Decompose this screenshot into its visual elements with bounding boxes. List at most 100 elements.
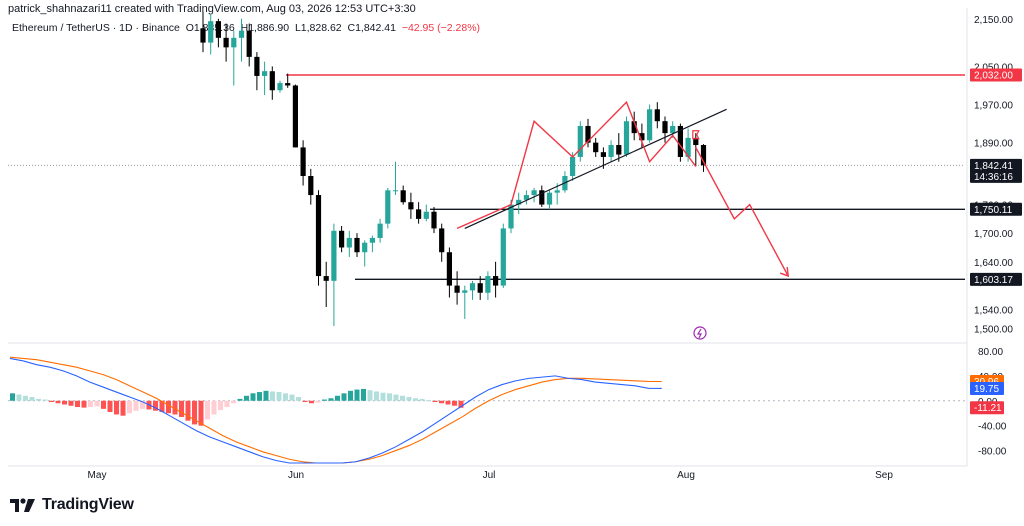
macd-histogram-bar xyxy=(276,392,282,401)
price-tick-label: 2,050.00 xyxy=(974,62,1013,73)
candle-body xyxy=(585,125,591,143)
axes: 2,150.00 2,050.00 1,970.00 1,890.00 1,760.00… xyxy=(8,8,1022,481)
macd-histogram-bar xyxy=(341,393,347,401)
macd-histogram-bar xyxy=(237,398,243,401)
macd-histogram-bar xyxy=(88,400,93,407)
candle-body xyxy=(431,211,437,229)
candle-body xyxy=(323,276,329,281)
macd-histogram-bar xyxy=(302,400,308,403)
candle-body xyxy=(254,56,260,76)
candle-body xyxy=(562,176,568,191)
candle-body xyxy=(493,276,499,286)
candle-body xyxy=(516,199,522,205)
price-label-text: 2,032.00 xyxy=(974,70,1013,81)
flag-icon xyxy=(692,130,700,140)
macd-histogram-bar xyxy=(68,400,74,406)
candle-body xyxy=(408,202,414,210)
candle-body xyxy=(600,152,606,157)
macd-label-text: -11.21 xyxy=(974,403,1002,414)
candle-body xyxy=(339,230,345,248)
macd-histogram-bar xyxy=(250,393,256,401)
macd-histogram-bar xyxy=(244,395,249,401)
macd-histogram-bar xyxy=(283,393,288,401)
legend-change: −42.95 (−2.28%) xyxy=(401,22,481,34)
macd-label-text: 30.96 xyxy=(974,377,999,388)
macd-histogram-bar xyxy=(120,400,126,416)
candle-body xyxy=(477,283,483,293)
price-label-box xyxy=(970,202,1022,216)
macd-histogram-bar xyxy=(445,400,451,405)
candle-body xyxy=(677,125,683,157)
macd-histogram-bar xyxy=(413,398,418,401)
macd-histogram-bar xyxy=(348,390,353,401)
macd-histogram-bar xyxy=(224,400,230,407)
macd-histogram-bar xyxy=(231,400,236,404)
macd-histogram-bar xyxy=(49,400,54,403)
candle-body xyxy=(308,176,314,196)
time-tick-label: Aug xyxy=(677,470,695,481)
price-tick-label: 1,890.00 xyxy=(974,139,1013,150)
macd-histogram-bar xyxy=(432,400,438,403)
candle-body xyxy=(570,156,576,176)
macd-histogram-bar xyxy=(75,400,80,407)
macd-histogram-bar xyxy=(218,400,223,411)
macd-histogram-bar xyxy=(400,395,405,401)
candle-body xyxy=(377,223,383,238)
candle-body xyxy=(262,71,268,76)
price-tick-label: 1,700.00 xyxy=(974,229,1013,240)
macd-histogram-bar xyxy=(94,400,100,407)
macd-histogram-bar xyxy=(29,397,35,401)
candle-body xyxy=(508,204,514,229)
macd-histogram-bar xyxy=(452,400,457,406)
candle-body xyxy=(385,190,391,224)
macd-tick-label: 40.00 xyxy=(978,372,1003,383)
legend-close: C1,842.41 xyxy=(347,22,396,34)
candle-body xyxy=(223,37,229,48)
candle-body xyxy=(400,190,406,203)
price-tick-label: 1,500.00 xyxy=(974,324,1013,335)
candle-body xyxy=(423,211,429,219)
candle-body xyxy=(439,228,445,253)
price-tick-label: 1,599.68 xyxy=(974,277,1013,288)
candle-body xyxy=(485,276,491,293)
macd-histogram-bar xyxy=(374,391,379,401)
macd-histogram-bar xyxy=(354,389,360,401)
macd-histogram-bar xyxy=(439,400,444,404)
legend-symbol[interactable]: Ethereum / TetherUS · 1D · Binance xyxy=(12,22,180,34)
legend-open: O1,885.36 xyxy=(185,22,235,34)
price-label-text: 14:36:16 xyxy=(974,172,1013,183)
macd-tick-label: 80.00 xyxy=(978,347,1003,358)
price-label-text: 1,603.17 xyxy=(974,275,1013,286)
macd-histogram-bar xyxy=(263,390,269,401)
macd-histogram-bar xyxy=(172,400,178,415)
candle-body xyxy=(608,145,614,157)
macd-pane xyxy=(8,356,965,464)
projection-path xyxy=(695,147,789,277)
brand-footer: TradingView xyxy=(10,496,134,514)
price-label-box xyxy=(970,68,1022,82)
lightning-icon xyxy=(696,328,702,339)
trendline xyxy=(464,108,727,229)
candle-body xyxy=(616,145,622,155)
candle-body xyxy=(454,285,460,293)
candle-body xyxy=(554,190,560,193)
price-pane xyxy=(8,11,965,327)
macd-histogram-bar xyxy=(257,392,262,401)
candle-body xyxy=(231,37,237,48)
legend-low: L1,828.62 xyxy=(294,22,342,34)
price-label-box xyxy=(970,169,1022,183)
candle-body xyxy=(577,125,583,157)
candle-body xyxy=(654,109,660,122)
price-label-box xyxy=(970,158,1022,172)
candle-body xyxy=(685,137,691,157)
price-tick-label: 1,540.00 xyxy=(974,305,1013,316)
macd-histogram-bar xyxy=(309,400,314,404)
candle-body xyxy=(315,195,322,277)
macd-histogram-bar xyxy=(380,392,386,401)
candle-body xyxy=(292,85,298,148)
price-tick-label: 1,640.00 xyxy=(974,258,1013,269)
overlays xyxy=(456,100,790,340)
candle-body xyxy=(623,121,630,155)
lightning-icon xyxy=(693,326,707,340)
